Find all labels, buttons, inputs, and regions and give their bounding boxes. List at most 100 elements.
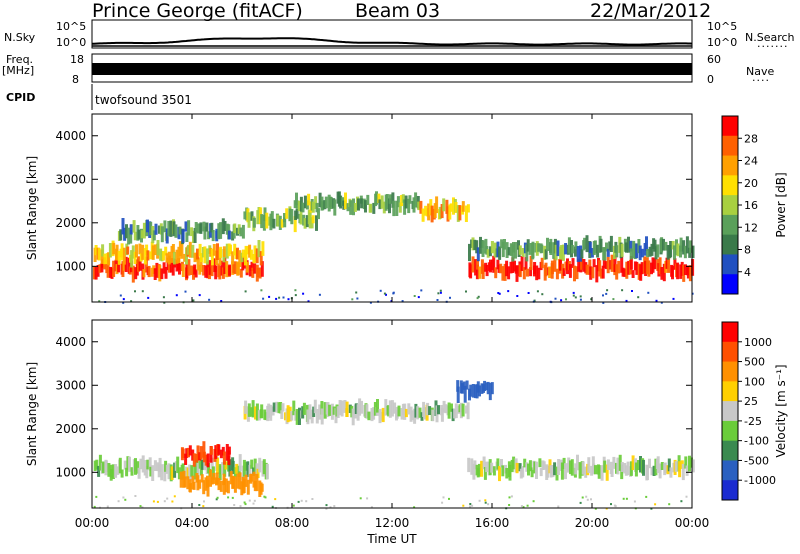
velocity-echo-cell bbox=[222, 477, 226, 495]
power-echo-cell bbox=[591, 266, 595, 279]
velocity-echo-cell bbox=[629, 461, 633, 476]
power-echo-cell bbox=[98, 264, 102, 273]
velocity-echo-cell bbox=[669, 467, 673, 478]
power-noise-cell bbox=[122, 301, 125, 304]
power-colorbar: 28 24 20 16 12 8 4 Power [dB] bbox=[721, 115, 788, 295]
velocity-noise-cell bbox=[579, 501, 582, 504]
power-echo-cell bbox=[231, 231, 235, 241]
power-noise-cell bbox=[294, 289, 297, 292]
power-echo-cell bbox=[631, 270, 635, 278]
velocity-echo-cell bbox=[242, 478, 246, 493]
power-echo-cell bbox=[233, 261, 237, 275]
power-noise-cell bbox=[579, 295, 582, 298]
power-echo-cell bbox=[167, 221, 171, 237]
velocity-echo-cell bbox=[542, 461, 546, 470]
power-echo-cell bbox=[524, 257, 528, 270]
power-echo-cell bbox=[318, 192, 322, 208]
power-echo-cell bbox=[146, 219, 149, 233]
velocity-echo-cell bbox=[323, 402, 327, 419]
date-title: 22/Mar/2012 bbox=[590, 0, 712, 22]
power-echo-cell bbox=[305, 215, 309, 228]
velocity-echo-cell bbox=[260, 404, 264, 419]
velocity-echo-cell bbox=[183, 476, 187, 488]
velocity-echo-cell bbox=[612, 456, 616, 469]
velocity-echo-cell bbox=[235, 463, 239, 474]
power-echo-cell bbox=[117, 260, 121, 273]
velocity-echo-cell bbox=[244, 462, 248, 471]
velocity-echo-cell bbox=[209, 446, 213, 455]
power-echo-cell bbox=[664, 241, 668, 251]
nsky-trace bbox=[91, 37, 693, 46]
power-noise-cell bbox=[162, 296, 165, 299]
power-echo-cell bbox=[646, 249, 650, 258]
power-echo-cell bbox=[461, 201, 465, 212]
power-echo-cell bbox=[627, 260, 631, 275]
velocity-echo-cell bbox=[584, 466, 588, 478]
velocity-echo-cell bbox=[262, 459, 266, 475]
power-echo-cell bbox=[648, 246, 652, 257]
power-echo-cell bbox=[505, 242, 509, 258]
velocity-echo-cell bbox=[251, 400, 255, 418]
power-echo-cell bbox=[671, 241, 675, 250]
velocity-noise-cell bbox=[685, 495, 688, 498]
power-noise-cell bbox=[175, 294, 178, 297]
velocity-echo-cell bbox=[410, 410, 414, 421]
power-noise-cell bbox=[379, 289, 382, 292]
velocity-noise-cell bbox=[152, 500, 155, 503]
velocity-echo-cell bbox=[447, 402, 451, 419]
power-echo-cell bbox=[471, 256, 475, 273]
power-echo-cell bbox=[236, 262, 240, 276]
power-echo-cell bbox=[94, 266, 98, 280]
velocity-noise-cell bbox=[253, 499, 256, 502]
velocity-echo-cell bbox=[472, 463, 476, 480]
velocity-echo-cell bbox=[170, 466, 174, 480]
velocity-echo-cell bbox=[428, 406, 432, 415]
velocity-echo-cell bbox=[500, 459, 503, 468]
power-echo-cell bbox=[378, 199, 382, 210]
power-echo-cell bbox=[172, 221, 176, 237]
colorbar-swatch bbox=[722, 440, 738, 461]
power-echo-cell bbox=[217, 223, 221, 240]
power-echo-cell bbox=[540, 244, 544, 253]
power-echo-cell bbox=[141, 244, 145, 260]
velocity-noise-cell bbox=[117, 500, 120, 503]
velocity-echo-cell bbox=[107, 463, 111, 477]
power-echo-cell bbox=[366, 194, 370, 205]
velocity-echo-cell bbox=[253, 458, 257, 476]
power-echo-cell bbox=[178, 226, 182, 235]
power-echo-cell bbox=[528, 243, 532, 255]
velocity-echo-cell bbox=[508, 464, 512, 481]
velocity-echo-cell bbox=[592, 463, 596, 475]
nsky-right-tick-bottom: 10^0 bbox=[707, 36, 738, 49]
power-echo-cell bbox=[645, 257, 649, 275]
power-echo-cell bbox=[574, 241, 578, 250]
power-echo-cell bbox=[311, 201, 315, 213]
power-noise-cell bbox=[220, 300, 223, 302]
power-echo-cell bbox=[691, 245, 695, 259]
velocity-echo-cell bbox=[564, 463, 567, 480]
power-echo-cell bbox=[260, 261, 264, 277]
velocity-noise-cell bbox=[462, 504, 465, 507]
power-echo-cell bbox=[164, 266, 168, 279]
power-noise-cell bbox=[260, 289, 263, 292]
power-echo-cell bbox=[629, 248, 633, 260]
power-echo-cell bbox=[219, 246, 223, 258]
colorbar-swatch bbox=[722, 234, 738, 255]
power-echo-cell bbox=[207, 231, 211, 240]
power-echo-cell bbox=[270, 211, 274, 228]
velocity-echo-cell bbox=[184, 453, 188, 465]
power-echo-cell bbox=[660, 267, 664, 280]
x-axis-label: Time UT bbox=[366, 532, 417, 546]
velocity-echo-cell bbox=[181, 448, 185, 458]
power-echo-cell bbox=[391, 192, 395, 208]
power-noise-cell bbox=[612, 298, 615, 301]
colorbar-tick-label: 20 bbox=[744, 177, 758, 190]
velocity-echo-cell bbox=[196, 475, 200, 491]
power-y-tick-label: 4000 bbox=[55, 129, 86, 143]
power-echo-cell bbox=[333, 199, 337, 216]
power-echo-cell bbox=[613, 255, 617, 272]
power-noise-cell bbox=[302, 292, 305, 295]
velocity-echo-cell bbox=[574, 463, 578, 475]
power-echo-cell bbox=[155, 262, 159, 278]
power-echo-cell bbox=[372, 202, 376, 214]
